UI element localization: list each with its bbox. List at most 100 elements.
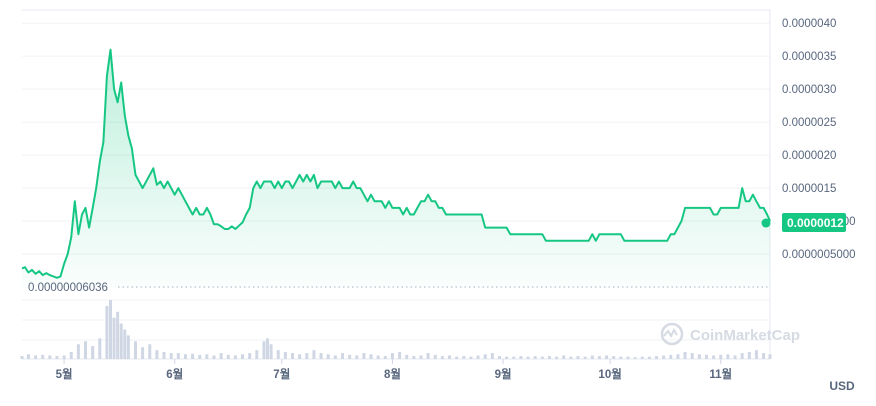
volume-bar bbox=[355, 355, 359, 359]
volume-bar bbox=[526, 356, 530, 359]
volume-bar bbox=[298, 354, 302, 359]
volume-bar bbox=[116, 311, 120, 359]
y-tick-label: 0.0000020 bbox=[782, 150, 836, 162]
volume-bar bbox=[497, 356, 501, 359]
volume-bar bbox=[590, 355, 594, 359]
volume-bar bbox=[612, 356, 616, 359]
volume-bar bbox=[626, 356, 630, 359]
volume-bar bbox=[176, 353, 180, 359]
volume-bar bbox=[319, 353, 323, 359]
volume-bar bbox=[597, 356, 601, 359]
volume-bar bbox=[126, 335, 130, 359]
min-price-label: 0.00000006036 bbox=[28, 282, 108, 294]
volume-bar bbox=[719, 354, 723, 359]
volume-bar bbox=[669, 354, 673, 359]
volume-bar bbox=[740, 353, 744, 359]
volume-bar bbox=[390, 353, 394, 359]
volume-bar bbox=[333, 355, 337, 359]
volume-bar bbox=[662, 355, 666, 359]
volume-bar bbox=[312, 350, 316, 359]
volume-bar bbox=[683, 351, 687, 359]
volume-bar bbox=[283, 351, 287, 359]
volume-bar bbox=[412, 356, 416, 359]
volume-bar bbox=[266, 338, 270, 359]
volume-bar bbox=[305, 353, 309, 359]
volume-bar bbox=[212, 355, 216, 359]
x-tick-label: 9월 bbox=[495, 367, 512, 381]
volume-bar bbox=[383, 356, 387, 359]
volume-bar bbox=[369, 354, 373, 359]
volume-bar bbox=[255, 350, 259, 359]
volume-bar bbox=[191, 353, 195, 359]
volume-bar bbox=[476, 355, 480, 359]
y-tick-label: 0.0000035 bbox=[782, 51, 836, 63]
volume-bar bbox=[398, 351, 402, 359]
volume-bar bbox=[169, 353, 173, 359]
volume-bar bbox=[241, 354, 245, 359]
volume-bar bbox=[419, 355, 423, 359]
y-tick-label: 0.0000030 bbox=[782, 84, 836, 96]
volume-bar bbox=[768, 354, 772, 359]
volume-bar bbox=[219, 353, 223, 359]
volume-bar bbox=[233, 355, 237, 359]
x-tick-label: 10월 bbox=[598, 367, 621, 381]
y-tick-label: 0.0000025 bbox=[782, 117, 836, 129]
volume-bar bbox=[569, 356, 573, 359]
volume-bar bbox=[633, 357, 637, 359]
volume-bar bbox=[733, 355, 737, 359]
volume-bar bbox=[576, 356, 580, 359]
current-price-text: 0.0000012 bbox=[787, 216, 844, 230]
volume-bar bbox=[762, 353, 766, 359]
volume-bar bbox=[62, 355, 66, 359]
volume-bar bbox=[112, 317, 116, 359]
volume-bar bbox=[726, 354, 730, 359]
volume-bar bbox=[676, 354, 680, 359]
volume-bar bbox=[98, 338, 102, 359]
volume-bar bbox=[555, 356, 559, 359]
volume-bar bbox=[41, 354, 45, 359]
volume-bar bbox=[148, 344, 152, 359]
volume-bar bbox=[26, 354, 30, 359]
volume-bar bbox=[533, 356, 537, 359]
volume-bar bbox=[754, 350, 758, 359]
volume-bar bbox=[455, 356, 459, 359]
volume-bar bbox=[697, 354, 701, 359]
volume-bar bbox=[690, 353, 694, 359]
volume-bar bbox=[405, 354, 409, 359]
volume-bar bbox=[69, 351, 73, 359]
volume-bar bbox=[20, 356, 24, 359]
currency-unit-label: USD bbox=[829, 379, 855, 393]
volume-bar bbox=[655, 356, 659, 359]
volume-bar bbox=[155, 350, 159, 359]
volume-bar bbox=[469, 356, 473, 359]
coinmarketcap-logo-wave bbox=[663, 327, 678, 339]
current-price-dot bbox=[761, 218, 771, 228]
y-tick-label: 0.0000015 bbox=[782, 183, 836, 195]
volume-bar bbox=[647, 356, 651, 359]
volume-bar bbox=[105, 305, 109, 359]
volume-bar bbox=[512, 356, 516, 359]
volume-bar bbox=[326, 354, 330, 359]
volume-bar bbox=[198, 354, 202, 359]
volume-bar bbox=[55, 356, 59, 359]
volume-bar bbox=[91, 346, 95, 359]
volume-bar bbox=[704, 354, 708, 359]
volume-bar bbox=[583, 356, 587, 359]
volume-bar bbox=[162, 351, 166, 359]
x-tick-label: 6월 bbox=[166, 367, 183, 381]
current-price-badge: 0.0000012 bbox=[782, 213, 846, 233]
volume-bar bbox=[362, 353, 366, 359]
volume-bar bbox=[133, 341, 137, 359]
volume-bar bbox=[183, 354, 187, 359]
volume-bar bbox=[462, 356, 466, 359]
volume-bar bbox=[712, 355, 716, 359]
volume-bar bbox=[433, 354, 437, 359]
volume-bar bbox=[109, 300, 113, 359]
volume-bar bbox=[505, 356, 509, 359]
x-axis-ticks: 5월 6월 7월 8월 9월 10월 11월 bbox=[56, 359, 732, 381]
volume-bar bbox=[376, 355, 380, 359]
volume-bar bbox=[348, 354, 352, 359]
volume-bar bbox=[34, 355, 38, 359]
volume-bar bbox=[426, 353, 430, 359]
